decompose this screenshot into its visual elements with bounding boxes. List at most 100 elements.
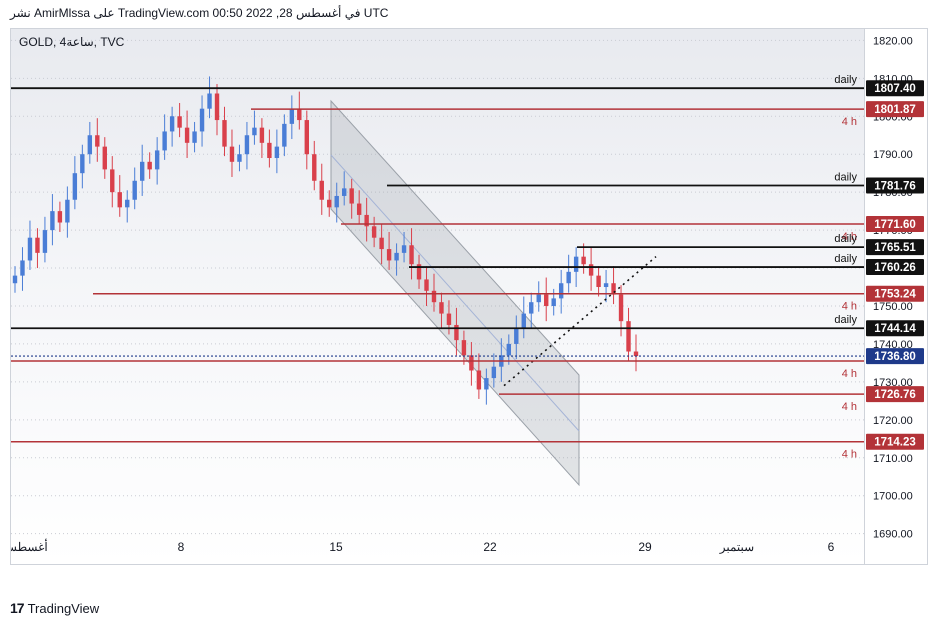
price-tag[interactable]	[866, 320, 924, 337]
candle-down[interactable]	[544, 294, 549, 306]
candle-down[interactable]	[95, 135, 100, 147]
price-tag[interactable]	[866, 101, 924, 118]
candle-down[interactable]	[267, 142, 272, 159]
price-tag[interactable]	[866, 386, 924, 403]
candle-down[interactable]	[364, 214, 369, 227]
candle-up[interactable]	[192, 131, 197, 143]
candle-down[interactable]	[297, 108, 302, 121]
candle-up[interactable]	[20, 260, 25, 276]
candle-up[interactable]	[558, 283, 564, 299]
candle-down[interactable]	[229, 146, 235, 162]
candle-down[interactable]	[581, 256, 586, 265]
candle-up[interactable]	[80, 154, 85, 174]
candle-down[interactable]	[618, 294, 624, 322]
candle-down[interactable]	[222, 120, 227, 147]
candle-down[interactable]	[35, 237, 40, 253]
candle-down[interactable]	[446, 313, 452, 325]
footer-brand[interactable]: 17 TradingView	[10, 600, 99, 616]
price-tag[interactable]	[866, 433, 924, 450]
candle-down[interactable]	[633, 351, 639, 357]
candle-down[interactable]	[461, 340, 467, 356]
candle-up[interactable]	[27, 237, 33, 261]
candle-up[interactable]	[132, 180, 137, 200]
candle-up[interactable]	[401, 245, 407, 253]
candle-down[interactable]	[409, 245, 414, 265]
candle-down[interactable]	[431, 290, 437, 303]
candle-up[interactable]	[237, 154, 242, 162]
candle-down[interactable]	[214, 93, 220, 121]
symbol-legend[interactable]: GOLD, 4ساعة, TVC	[19, 35, 125, 49]
candle-up[interactable]	[521, 313, 526, 329]
candle-down[interactable]	[379, 237, 384, 250]
candle-up[interactable]	[72, 173, 78, 200]
candle-up[interactable]	[529, 302, 534, 314]
candle-down[interactable]	[102, 146, 107, 170]
candle-up[interactable]	[342, 188, 347, 196]
candle-down[interactable]	[327, 199, 332, 208]
candle-down[interactable]	[259, 127, 265, 143]
candle-up[interactable]	[536, 294, 541, 303]
candle-up[interactable]	[139, 161, 145, 181]
price-tag[interactable]	[866, 239, 924, 256]
candle-up[interactable]	[42, 230, 48, 253]
candle-up[interactable]	[491, 366, 497, 379]
candle-down[interactable]	[117, 192, 122, 208]
candle-up[interactable]	[506, 343, 512, 356]
candle-down[interactable]	[349, 188, 354, 204]
candle-up[interactable]	[282, 123, 287, 147]
candle-up[interactable]	[154, 150, 160, 170]
candle-up[interactable]	[199, 108, 205, 132]
candle-up[interactable]	[125, 199, 130, 208]
price-tag[interactable]	[866, 285, 924, 302]
level-side-label: 4 h	[842, 116, 857, 128]
plot-area[interactable]	[11, 29, 864, 564]
candle-up[interactable]	[12, 275, 18, 284]
candle-down[interactable]	[469, 355, 474, 371]
candle-down[interactable]	[424, 279, 429, 291]
candle-up[interactable]	[87, 135, 93, 155]
candle-up[interactable]	[252, 127, 257, 136]
candle-up[interactable]	[484, 378, 489, 390]
candle-down[interactable]	[416, 264, 422, 280]
candle-up[interactable]	[551, 298, 556, 306]
candle-down[interactable]	[312, 154, 317, 181]
candle-down[interactable]	[147, 161, 152, 170]
candle-down[interactable]	[611, 283, 616, 295]
candle-up[interactable]	[394, 252, 399, 261]
candle-down[interactable]	[356, 203, 362, 215]
price-tag[interactable]	[866, 177, 924, 194]
candle-down[interactable]	[386, 249, 392, 261]
candle-up[interactable]	[50, 211, 55, 231]
candle-down[interactable]	[626, 321, 631, 352]
candle-up[interactable]	[162, 131, 167, 151]
candle-down[interactable]	[319, 180, 324, 200]
candle-up[interactable]	[566, 271, 571, 284]
price-tag[interactable]	[866, 80, 924, 97]
candle-up[interactable]	[334, 195, 339, 208]
candle-up[interactable]	[169, 116, 175, 132]
candle-up[interactable]	[207, 93, 212, 109]
candle-down[interactable]	[596, 275, 601, 288]
candle-down[interactable]	[184, 127, 190, 143]
candle-down[interactable]	[454, 324, 459, 341]
candle-up[interactable]	[289, 108, 295, 124]
candle-up[interactable]	[603, 283, 609, 288]
candle-up[interactable]	[65, 199, 70, 223]
candle-down[interactable]	[371, 226, 377, 238]
candle-up[interactable]	[244, 135, 250, 155]
candle-down[interactable]	[588, 264, 594, 276]
price-tag[interactable]	[866, 216, 924, 233]
candle-down[interactable]	[177, 116, 182, 128]
candle-up[interactable]	[274, 146, 280, 159]
candle-down[interactable]	[304, 120, 309, 155]
price-tag[interactable]	[866, 348, 924, 365]
candle-down[interactable]	[57, 211, 63, 223]
candle-up[interactable]	[573, 256, 579, 272]
candle-down[interactable]	[110, 169, 115, 193]
candle-up[interactable]	[514, 328, 519, 344]
candle-down[interactable]	[439, 302, 444, 314]
price-tag[interactable]	[866, 259, 924, 276]
candle-down[interactable]	[476, 370, 482, 390]
